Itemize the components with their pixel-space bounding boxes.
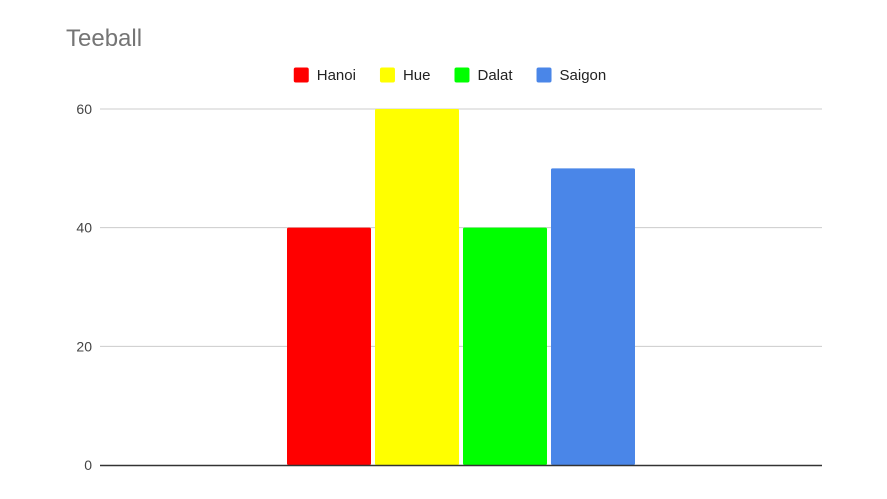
y-tick-label: 20 [76,338,92,354]
gridlines [100,108,822,347]
y-axis: 0 20 40 60 [76,101,92,473]
bar-saigon[interactable] [551,168,635,466]
legend-item-hanoi[interactable]: Hanoi [293,67,356,84]
bar-hue[interactable] [375,109,459,465]
bar-dalat[interactable] [463,227,547,465]
legend-swatch [536,67,552,83]
legend-swatch [293,67,309,83]
y-tick-label: 40 [76,220,92,236]
legend-label: Saigon [560,67,607,84]
legend-label: Hanoi [317,67,356,84]
bars [287,109,635,466]
legend-label: Dalat [477,67,513,84]
legend: Hanoi Hue Dalat Saigon [293,67,607,84]
bar-hanoi[interactable] [287,227,371,465]
chart-title: Teeball [66,25,142,52]
y-tick-label: 0 [84,457,92,473]
y-tick-label: 60 [76,101,92,117]
legend-item-saigon[interactable]: Saigon [536,67,607,84]
legend-label: Hue [403,67,431,84]
legend-swatch [379,67,395,83]
legend-item-dalat[interactable]: Dalat [454,67,513,84]
legend-swatch [454,67,470,83]
legend-item-hue[interactable]: Hue [379,67,431,84]
